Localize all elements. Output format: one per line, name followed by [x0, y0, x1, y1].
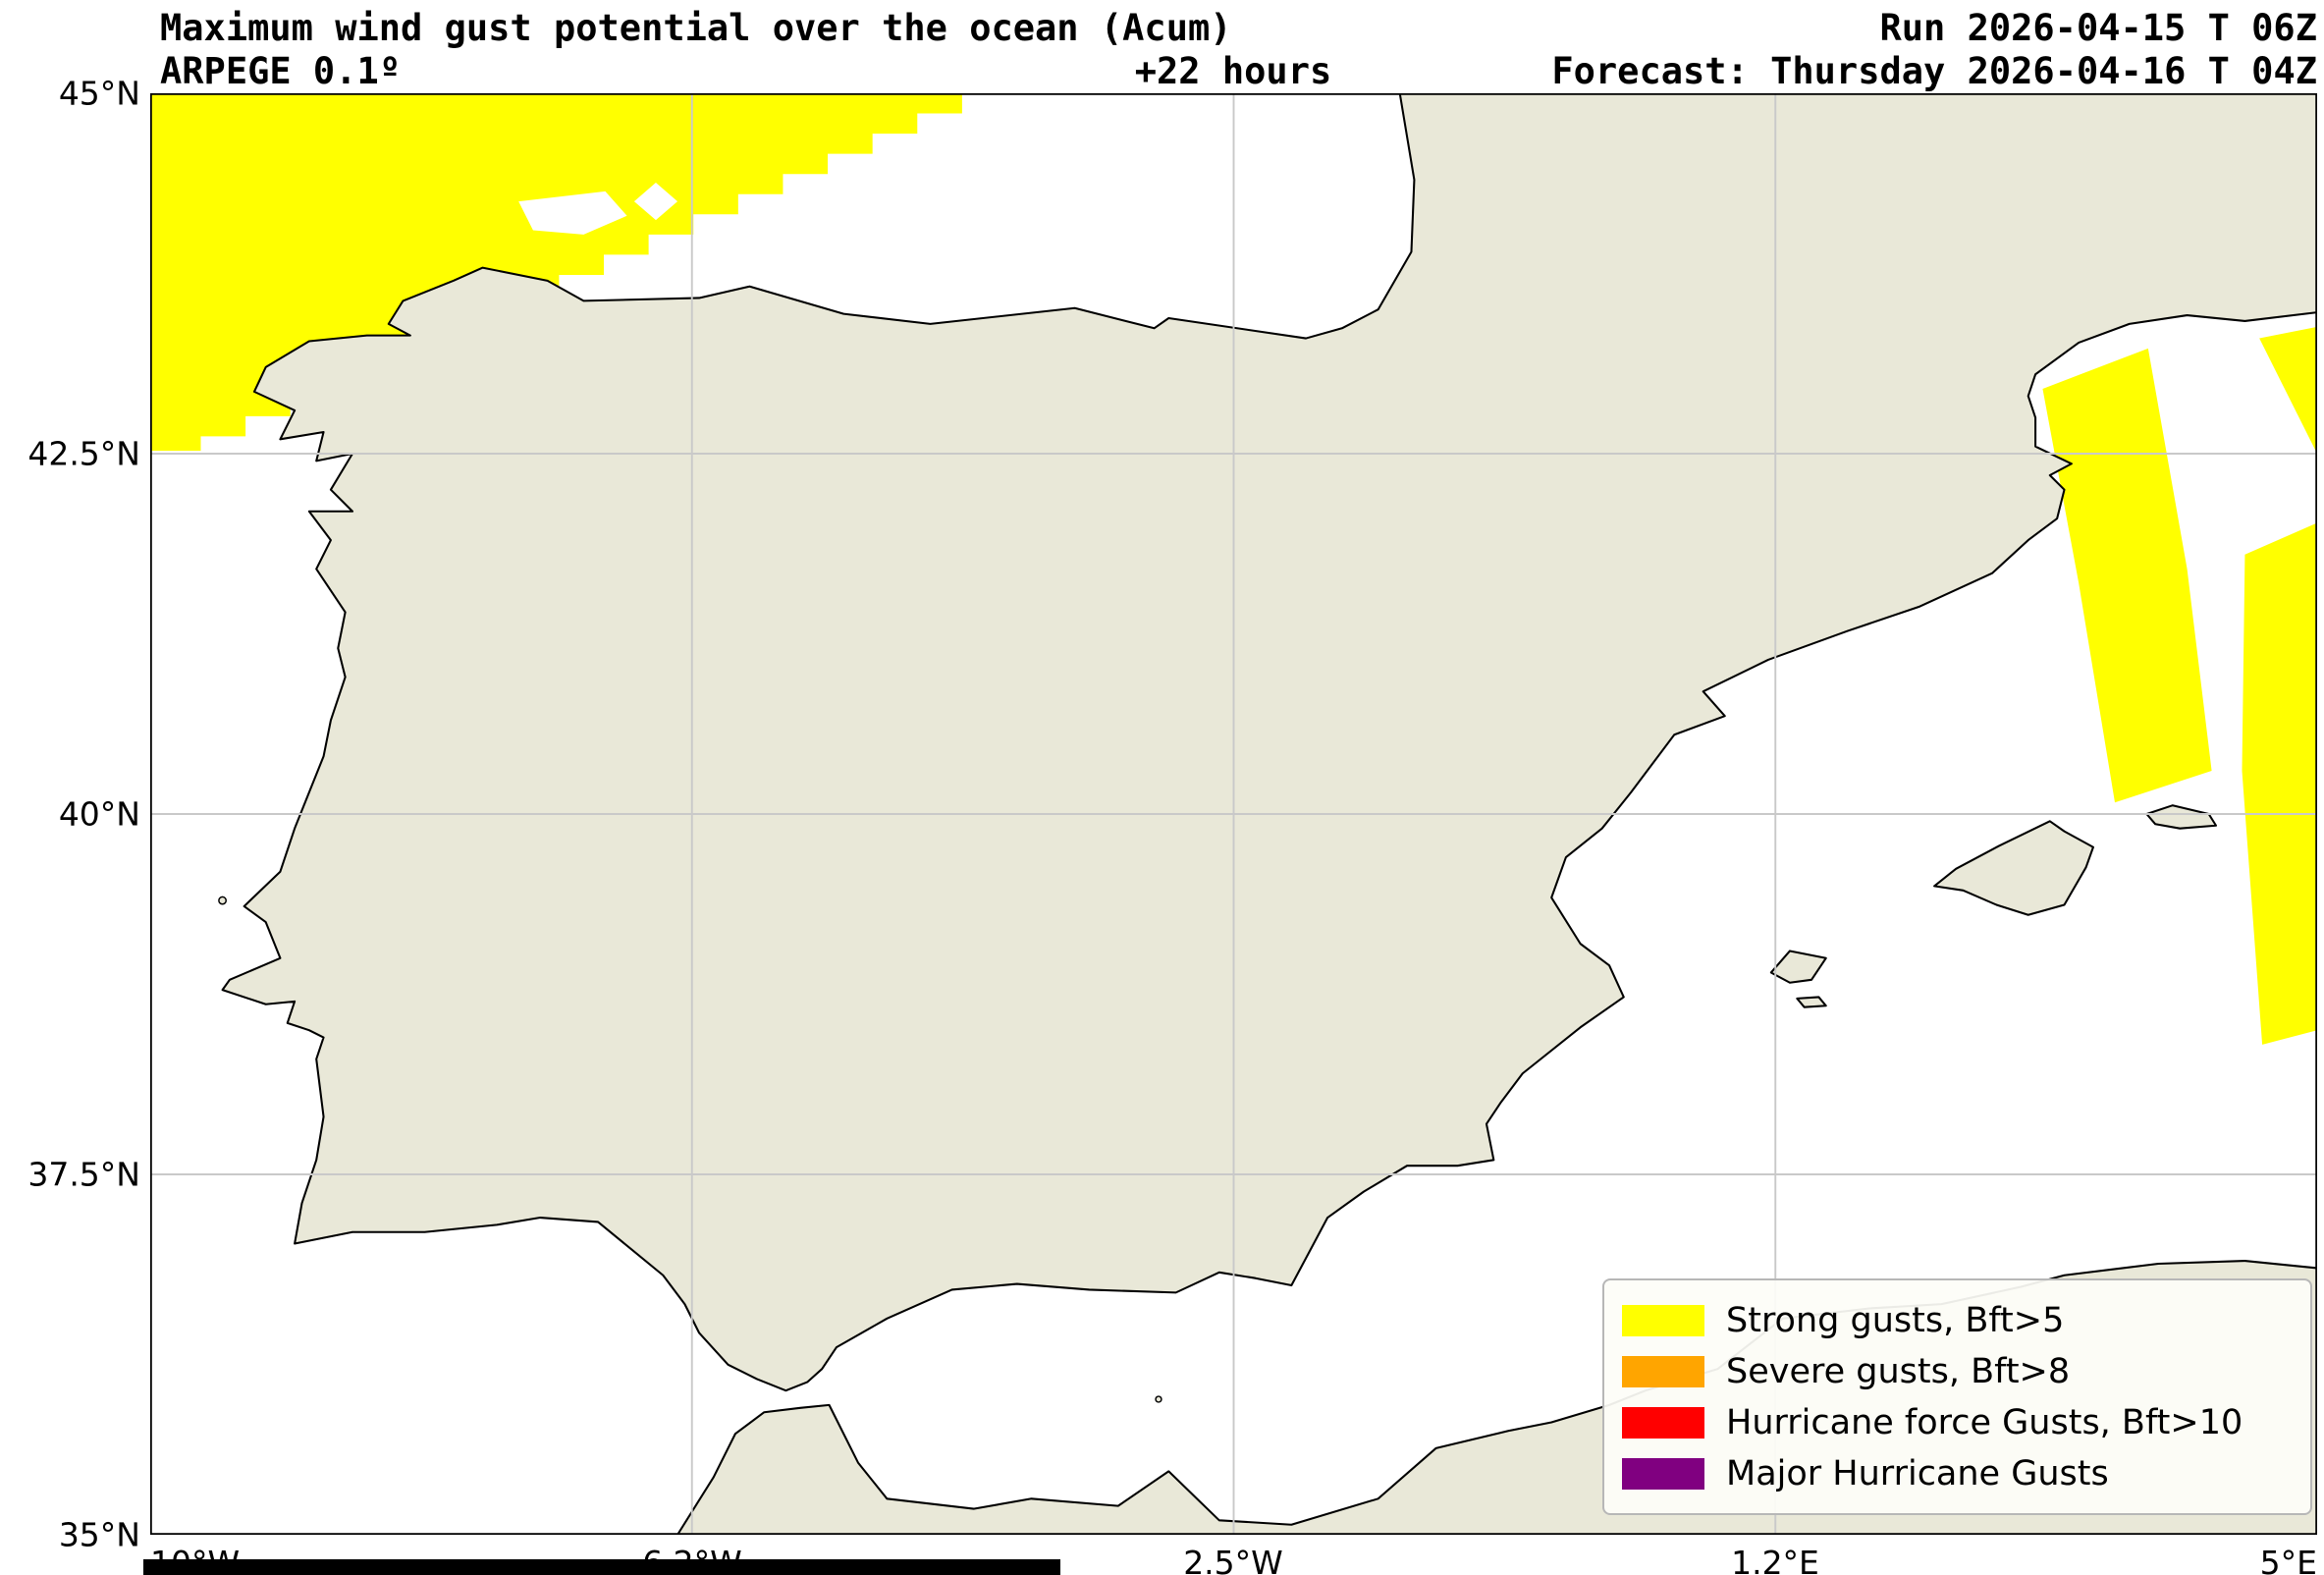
strong-gusts-swatch: [1622, 1304, 1704, 1336]
ibiza-island: [1769, 950, 1827, 984]
iberia-france-landmass: [221, 93, 2317, 1392]
xtick-2-5w: 2.5°W: [1183, 1544, 1283, 1575]
alboran-islet: [1155, 1395, 1162, 1403]
severe-gusts-swatch: [1622, 1355, 1704, 1387]
formentera-island: [1796, 996, 1827, 1008]
lead-time-label: +22 hours: [1134, 50, 1332, 92]
page-title: Maximum wind gust potential over the oce…: [160, 7, 1232, 49]
forecast-datetime-label: Forecast: Thursday 2026-04-16 T 04Z: [1551, 50, 2317, 92]
hurricane-gusts-swatch: [1622, 1406, 1704, 1439]
xtick-5e: 5°E: [2259, 1544, 2317, 1575]
ytick-35n: 35°N: [58, 1515, 140, 1554]
menorca-island: [2145, 804, 2218, 830]
berlengas-islet: [218, 896, 227, 905]
gust-area-mediterranean-corner: [2259, 326, 2317, 454]
legend-item-hurricane-gusts: Hurricane force Gusts, Bft>10: [1622, 1401, 2293, 1444]
run-datetime-label: Run 2026-04-15 T 06Z: [1879, 7, 2317, 49]
ytick-42-5n: 42.5°N: [27, 434, 140, 473]
legend-item-severe-gusts: Severe gusts, Bft>8: [1622, 1350, 2293, 1393]
model-subtitle: ARPEGE 0.1º: [160, 50, 402, 92]
gust-area-atlantic-hole-1: [518, 190, 627, 235]
major-hurricane-gusts-swatch: [1622, 1457, 1704, 1490]
legend-item-label: Strong gusts, Bft>5: [1726, 1300, 2065, 1340]
legend-item-label: Major Hurricane Gusts: [1726, 1453, 2109, 1494]
legend-item-label: Severe gusts, Bft>8: [1726, 1351, 2071, 1391]
gust-area-mediterranean-edge: [2242, 522, 2317, 1045]
gust-area-mediterranean-band: [2042, 348, 2212, 803]
ytick-40n: 40°N: [58, 794, 140, 834]
legend-item-major-hurricane-gusts: Major Hurricane Gusts: [1622, 1452, 2293, 1495]
legend-item-label: Hurricane force Gusts, Bft>10: [1726, 1402, 2243, 1442]
bottom-black-bar: [143, 1559, 1060, 1575]
mallorca-island: [1933, 820, 2094, 916]
legend-item-strong-gusts: Strong gusts, Bft>5: [1622, 1299, 2293, 1342]
map-plot: [150, 93, 2317, 1535]
legend: Strong gusts, Bft>5 Severe gusts, Bft>8 …: [1602, 1278, 2312, 1515]
ytick-37-5n: 37.5°N: [27, 1155, 140, 1194]
xtick-1-2e: 1.2°E: [1731, 1544, 1819, 1575]
ytick-45n: 45°N: [58, 74, 140, 113]
